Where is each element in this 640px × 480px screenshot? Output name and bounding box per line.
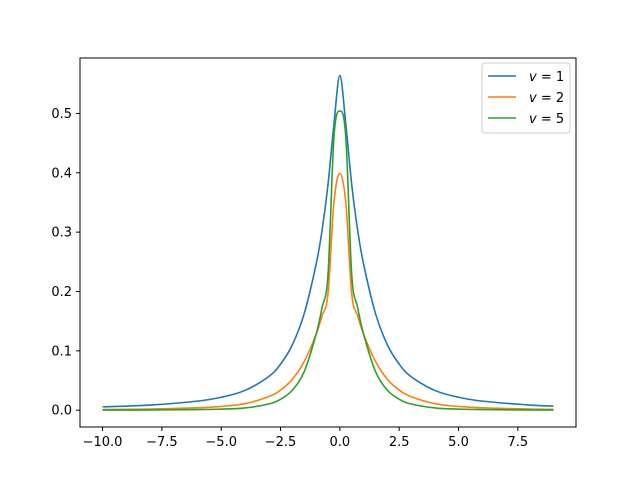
y-tick-label: 0.2 (51, 285, 72, 300)
x-tick-label: 0.0 (330, 435, 351, 450)
legend: v = 1 v = 2 v = 5 (481, 62, 571, 134)
y-tick-label: 0.0 (51, 404, 72, 419)
legend-label: v = 1 (529, 70, 564, 85)
x-tick-label: 7.5 (508, 435, 529, 450)
x-tick-label: −10.0 (83, 435, 123, 450)
x-tick-label: −7.5 (146, 435, 178, 450)
series-lines (102, 74, 554, 411)
legend-label: v = 2 (529, 91, 564, 106)
x-tick-label: −2.5 (265, 435, 297, 450)
series-line-1 (102, 74, 554, 408)
legend-box (481, 62, 571, 134)
legend-label: v = 5 (529, 112, 564, 127)
y-axis: 0.0 0.1 0.2 0.3 0.4 0.5 (51, 107, 80, 419)
x-tick-label: 2.5 (389, 435, 410, 450)
series-line-3 (102, 110, 554, 411)
x-tick-label: −5.0 (205, 435, 237, 450)
series-line-2 (102, 172, 554, 411)
x-axis: −10.0 −7.5 −5.0 −2.5 0.0 2.5 5.0 7.5 (83, 427, 529, 450)
y-tick-label: 0.4 (51, 166, 72, 181)
y-tick-label: 0.5 (51, 107, 72, 122)
y-tick-label: 0.1 (51, 344, 72, 359)
plot-frame (79, 57, 577, 428)
x-tick-label: 5.0 (448, 435, 469, 450)
y-tick-label: 0.3 (51, 226, 72, 241)
